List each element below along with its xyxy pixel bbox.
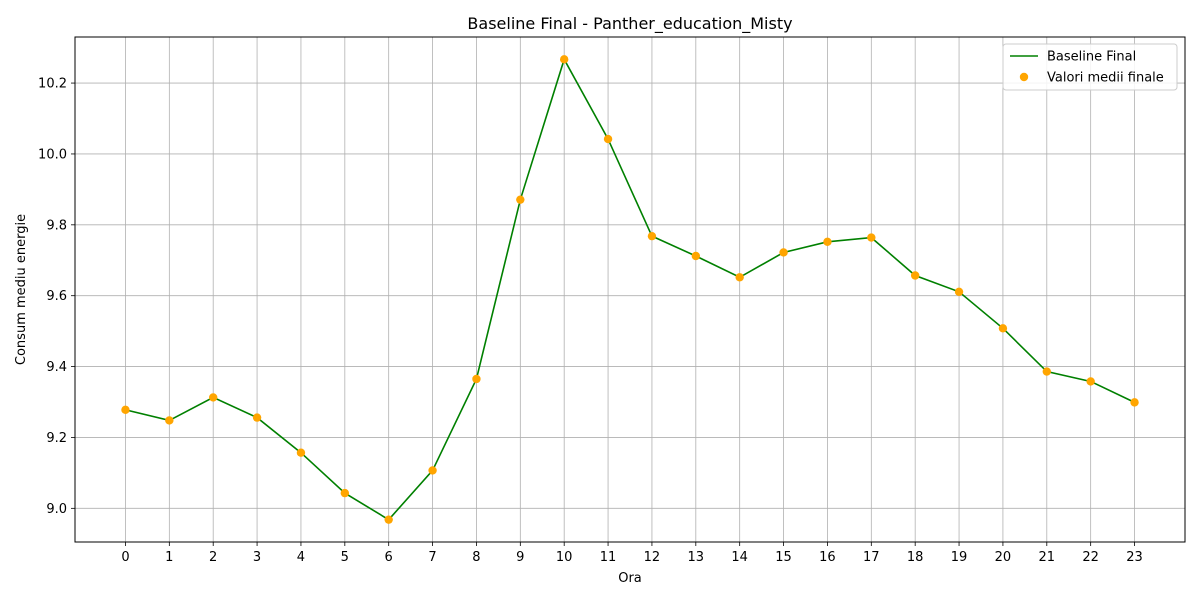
x-tick-label: 13 [688, 550, 705, 565]
x-tick-label: 1 [165, 550, 173, 565]
data-point [691, 251, 701, 261]
y-axis: 9.0 9.2 9.4 9.6 9.8 10.0 10.2 [38, 77, 75, 517]
legend-box [1002, 43, 1178, 91]
y-tick-label: 9.2 [46, 431, 67, 446]
x-tick-label: 10 [556, 550, 573, 565]
data-point [472, 374, 481, 384]
y-axis-label: Consum mediu energie [14, 214, 29, 365]
plot-area [121, 55, 1139, 524]
y-tick-label: 9.4 [46, 360, 67, 375]
legend-label: Valori medii finale [1047, 71, 1164, 86]
grid [75, 37, 1185, 542]
plot-frame [74, 36, 1186, 543]
data-point [165, 416, 174, 425]
data-point [121, 405, 130, 415]
x-axis: 0 1 2 3 4 5 6 7 8 9 10 11 12 13 14 15 16 17 18 19 20 21 22 23 [121, 542, 1143, 565]
y-tick-label: 9.0 [46, 502, 67, 517]
x-tick-label: 20 [995, 550, 1012, 565]
data-point [779, 248, 788, 257]
x-tick-label: 19 [951, 550, 968, 565]
data-point [209, 393, 218, 402]
data-point [823, 237, 832, 247]
x-tick-label: 8 [472, 550, 480, 565]
data-point [998, 324, 1008, 333]
x-tick-label: 5 [341, 550, 349, 565]
data-point [735, 273, 744, 282]
x-tick-label: 21 [1039, 550, 1056, 565]
x-tick-label: 23 [1126, 550, 1143, 565]
x-tick-label: 22 [1082, 550, 1099, 565]
legend-label: Baseline Final [1047, 50, 1136, 65]
x-tick-label: 12 [644, 550, 661, 565]
series-line-baseline-final [125, 57, 1135, 521]
x-tick-label: 9 [516, 550, 524, 565]
x-tick-label: 17 [863, 550, 880, 565]
x-tick-label: 18 [907, 550, 924, 565]
x-tick-label: 3 [253, 550, 261, 565]
y-tick-label: 9.6 [46, 289, 67, 304]
x-tick-label: 7 [428, 550, 436, 565]
data-point [1042, 367, 1051, 376]
x-axis-label: Ora [618, 571, 642, 586]
data-point [428, 466, 437, 475]
data-point [867, 233, 876, 242]
data-point [954, 287, 964, 297]
data-point [603, 134, 613, 144]
y-tick-label: 9.8 [46, 218, 67, 233]
data-point [647, 231, 657, 241]
legend: Baseline Final Valori medii finale [1002, 43, 1178, 91]
x-tick-label: 11 [600, 550, 617, 565]
data-point [910, 271, 920, 280]
data-point [252, 413, 262, 422]
y-tick-label: 10.0 [38, 147, 67, 162]
data-point [1130, 398, 1139, 407]
x-tick-label: 6 [385, 550, 393, 565]
chart-title: Baseline Final - Panther_education_Misty [467, 14, 792, 34]
data-point [340, 488, 350, 498]
x-tick-label: 2 [209, 550, 217, 565]
x-tick-label: 4 [297, 550, 305, 565]
data-point [296, 448, 306, 457]
x-tick-label: 0 [121, 550, 129, 565]
data-point [384, 515, 393, 524]
x-tick-label: 14 [731, 550, 748, 565]
data-point [516, 195, 525, 204]
data-point [559, 55, 569, 64]
data-point [1086, 377, 1095, 386]
x-tick-label: 15 [775, 550, 792, 565]
x-tick-label: 16 [819, 550, 836, 565]
y-tick-label: 10.2 [38, 77, 67, 92]
legend-marker-swatch [1019, 72, 1029, 82]
